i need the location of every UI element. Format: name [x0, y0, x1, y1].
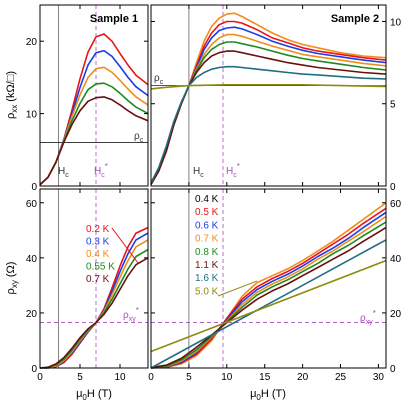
legend-entry: 0.4 K — [195, 194, 219, 205]
legend-entry: 0.3 K — [86, 237, 110, 248]
x-tick-label: 15 — [259, 372, 271, 383]
plot-frame — [39, 4, 149, 187]
x-tick-label: 10 — [114, 372, 126, 383]
legend-entry: 0.7 K — [86, 274, 110, 285]
x-tick-label: 30 — [373, 372, 385, 383]
x-axis-label: μ0H (T) — [76, 388, 112, 402]
series-line — [150, 215, 387, 369]
x-tick-label: 0 — [37, 372, 43, 383]
series-line — [150, 65, 387, 184]
y-tick-label: 10 — [390, 17, 402, 28]
annotation-hc: Hc — [58, 166, 69, 179]
annotation-rhoc: ρc — [134, 131, 144, 144]
series-line — [150, 221, 387, 369]
panel-title: Sample 1 — [90, 13, 138, 25]
y-axis-label: ρxx (kΩ/□) — [5, 71, 19, 119]
panel-s1-rxx: 0 10 20 — [26, 4, 149, 193]
legend-entry: 0.5 K — [195, 207, 219, 218]
y-tick-label: 20 — [26, 309, 38, 320]
y-tick-label: 20 — [390, 309, 402, 320]
series-line — [150, 259, 387, 353]
annotation-rhoxy: ρxy* — [360, 309, 376, 326]
series-line — [150, 20, 387, 185]
series-line — [150, 239, 387, 369]
annotation-hc: Hc — [193, 166, 204, 179]
y-tick-label: 20 — [26, 37, 38, 48]
plot-frame — [150, 188, 387, 369]
series-line — [39, 257, 149, 369]
annotation-hc-star: Hc* — [226, 162, 240, 179]
series-line — [150, 50, 387, 185]
x-tick-label: 5 — [186, 372, 192, 383]
annotation-hc-star: Hc* — [94, 162, 108, 179]
y-tick-label: 40 — [26, 254, 38, 265]
panel-s1-rxy: 0 5 10 0 20 40 60 — [26, 188, 149, 383]
x-tick-label: 5 — [77, 372, 83, 383]
legend-entry: 5.0 K — [195, 286, 219, 297]
panel-s2-rxx: 0 5 10 — [150, 4, 402, 193]
x-axis-label: μ0H (T) — [250, 388, 286, 402]
y-tick-label: 0 — [31, 182, 37, 193]
legend-pointer — [111, 227, 139, 264]
y-tick-label: 5 — [390, 100, 396, 111]
annotation-rhoc: ρc — [154, 73, 164, 86]
series-line — [150, 33, 387, 185]
y-tick-label: 60 — [390, 199, 402, 210]
legend-entry: 0.2 K — [86, 224, 110, 235]
panel-title: Sample 2 — [331, 13, 379, 25]
legend-entry: 0.4 K — [86, 249, 110, 260]
x-tick-label: 0 — [148, 372, 154, 383]
y-tick-label: 40 — [390, 254, 402, 265]
x-tick-label: 25 — [335, 372, 347, 383]
legend-entry: 0.8 K — [195, 247, 219, 258]
legend-entry: 0.7 K — [195, 234, 219, 245]
legend-entry: 1.6 K — [195, 273, 219, 284]
plot-frame — [39, 188, 149, 369]
series-line — [150, 207, 387, 369]
legend-entry: 1.1 K — [195, 260, 219, 271]
panel-s2-rxy: 0 5 10 15 20 25 30 0 20 40 60 — [148, 188, 402, 383]
x-tick-label: 20 — [297, 372, 309, 383]
series-line — [39, 96, 149, 186]
annotation-rhoxy: ρxy* — [123, 306, 139, 323]
series-line — [150, 211, 387, 369]
series-line — [150, 202, 387, 369]
y-tick-label: 0 — [390, 364, 396, 375]
legend-entry: 0.55 K — [86, 262, 115, 273]
legend-entry: 0.6 K — [195, 220, 219, 231]
series-line — [150, 84, 387, 90]
series-line — [150, 226, 387, 369]
y-axis-label: ρxy (Ω) — [5, 262, 19, 295]
legend-pointer — [217, 280, 258, 297]
plot-frame — [150, 4, 387, 187]
y-tick-label: 60 — [26, 199, 38, 210]
y-tick-label: 0 — [390, 182, 396, 193]
x-tick-label: 10 — [221, 372, 233, 383]
y-tick-label: 10 — [26, 110, 38, 121]
y-tick-label: 0 — [31, 364, 37, 375]
series-line — [150, 41, 387, 185]
